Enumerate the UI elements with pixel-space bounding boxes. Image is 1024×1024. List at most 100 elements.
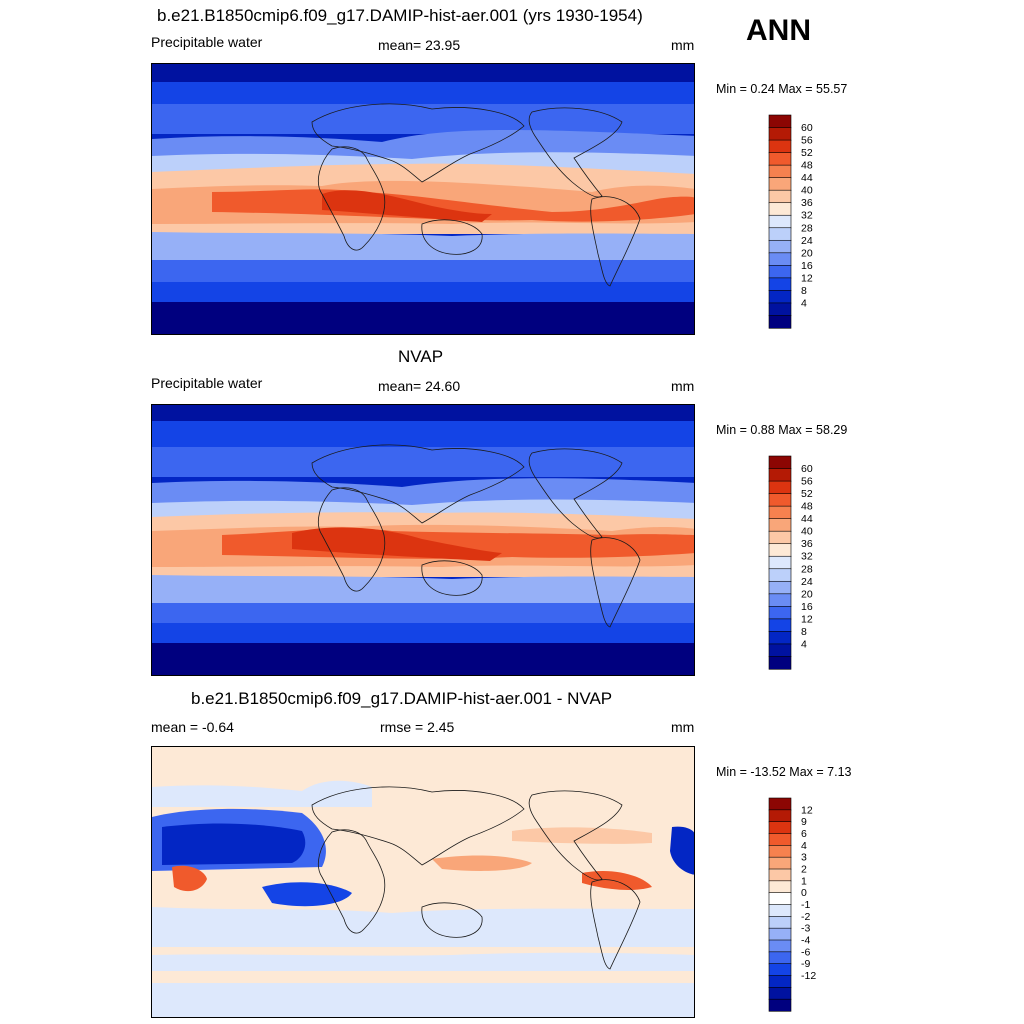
panel-1-colorbar: 60 56 52 48 44 40 36 32 28 24 20 16 12 8 4 (768, 114, 839, 330)
panel-1-colorbar-swatch (768, 315, 792, 329)
panel-2-colorbar-swatch (768, 643, 792, 658)
panel-3-colorbar-label: -3 (801, 923, 810, 935)
panel-2-colorbar-swatch (768, 493, 792, 507)
panel-2-colorbar-label: 4 (801, 638, 807, 650)
panel-1-colorbar-label: 36 (801, 197, 813, 209)
panel-3-colorbar-label: -4 (801, 935, 810, 947)
panel-2-colorbar-swatch (768, 455, 792, 470)
panel-1-colorbar-swatch (768, 127, 792, 141)
panel-3-colorbar-swatch (768, 939, 792, 953)
panel-1-colorbar-label: 52 (801, 147, 813, 159)
panel-1-colorbar-label: 20 (801, 247, 813, 259)
panel-1-colorbar-label: 12 (801, 272, 813, 284)
panel-2-colorbar-label: 52 (801, 488, 813, 500)
panel-3-colorbar-swatch (768, 904, 792, 917)
panel-3-colorbar-label: -2 (801, 911, 810, 923)
panel-3-colorbar-swatch (768, 998, 792, 1012)
panel-1-colorbar-swatch (768, 214, 792, 229)
panel-3-colorbar-swatch (768, 987, 792, 1000)
panel-3-colorbar-label: 9 (801, 816, 807, 828)
panel-1-colorbar-swatch (768, 177, 792, 191)
panel-2-colorbar-label: 60 (801, 463, 813, 475)
panel-2-colorbar-label: 40 (801, 526, 813, 538)
panel-2-colorbar-swatch (768, 580, 792, 595)
panel-3-colorbar-label: 2 (801, 864, 807, 876)
panel-1-colorbar-label: 48 (801, 160, 813, 172)
panel-3-minmax: Min = -13.52 Max = 7.13 (716, 765, 852, 779)
panel-2-mean: mean= 24.60 (378, 378, 461, 394)
panel-2-colorbar-label: 32 (801, 551, 813, 563)
panel-2-colorbar-label: 16 (801, 601, 813, 613)
panel-1-colorbar-swatch (768, 227, 792, 241)
panel-1-colorbar-label: 40 (801, 185, 813, 197)
panel-3-rmse: rmse = 2.45 (380, 719, 455, 735)
panel-1-colorbar-swatch (768, 239, 792, 254)
panel-3-map (151, 746, 695, 1018)
panel-2-colorbar-swatch (768, 593, 792, 607)
panel-3-colorbar-swatch (768, 833, 792, 846)
panel-3-colorbar-swatch (768, 892, 792, 906)
panel-3-colorbar-swatch (768, 845, 792, 858)
panel-1-colorbar-label: 28 (801, 222, 813, 234)
panel-3-colorbar-label: 1 (801, 875, 807, 887)
season-label: ANN (746, 14, 811, 47)
panel-3-colorbar-swatch (768, 951, 792, 965)
panel-1-colorbar-swatch (768, 152, 792, 166)
panel-2-colorbar-swatch (768, 656, 792, 670)
panel-1-colorbar-swatch (768, 189, 792, 204)
panel-1-colorbar-label: 44 (801, 172, 813, 184)
panel-1-colorbar-swatch (768, 290, 792, 304)
panel-3-colorbar-swatch (768, 809, 792, 823)
panel-1-units: mm (671, 37, 695, 53)
panel-3-colorbar-label: 0 (801, 887, 807, 899)
panel-3-colorbar-swatch (768, 856, 792, 870)
panel-2-units: mm (671, 378, 695, 394)
panel-1-colorbar-swatch (768, 114, 792, 129)
panel-1-minmax: Min = 0.24 Max = 55.57 (716, 82, 848, 96)
panel-3-colorbar: 12 9 6 4 3 2 1 0 -1 -2 -3 -4 -6 -9 -12 (768, 797, 839, 1013)
panel-1-map (151, 63, 695, 335)
panel-2-colorbar-label: 12 (801, 613, 813, 625)
panel-3-colorbar-label: -6 (801, 946, 810, 958)
panel-3-colorbar-label: 4 (801, 840, 807, 852)
panel-1-colorbar-label: 56 (801, 135, 813, 147)
panel-2-variable-label: Precipitable water (151, 375, 263, 391)
panel-1-colorbar-swatch (768, 252, 792, 266)
panel-1-colorbar-label: 16 (801, 260, 813, 272)
panel-3-title: b.e21.B1850cmip6.f09_g17.DAMIP-hist-aer.… (191, 689, 613, 708)
panel-2-colorbar-swatch (768, 568, 792, 582)
panel-3-mean: mean = -0.64 (151, 719, 234, 735)
panel-2-map (151, 404, 695, 676)
panel-1-colorbar-label: 32 (801, 210, 813, 222)
panel-3-colorbar-label: 3 (801, 852, 807, 864)
panel-3-colorbar-label: 6 (801, 828, 807, 840)
panel-2-colorbar-swatch (768, 480, 792, 495)
panel-2-colorbar-label: 28 (801, 563, 813, 575)
panel-2-colorbar-swatch (768, 606, 792, 620)
panel-3-colorbar-label: -12 (801, 970, 816, 982)
panel-3-colorbar-swatch (768, 797, 792, 811)
panel-2-colorbar-swatch (768, 505, 792, 520)
panel-3-colorbar-swatch (768, 916, 792, 929)
panel-1-colorbar-swatch (768, 265, 792, 279)
panel-1-colorbar-label: 4 (801, 297, 807, 309)
panel-2-colorbar-label: 8 (801, 626, 807, 638)
panel-3-colorbar-label: 12 (801, 804, 813, 816)
panel-2-colorbar: 60 56 52 48 44 40 36 32 28 24 20 16 12 8 4 (768, 455, 839, 671)
panel-1-title: b.e21.B1850cmip6.f09_g17.DAMIP-hist-aer.… (157, 6, 643, 25)
panel-3-colorbar-label: -1 (801, 899, 810, 911)
panel-2-colorbar-swatch (768, 530, 792, 545)
panel-1-colorbar-swatch (768, 139, 792, 154)
panel-2-colorbar-swatch (768, 631, 792, 645)
panel-2-colorbar-label: 36 (801, 538, 813, 550)
panel-3-colorbar-swatch (768, 868, 792, 882)
panel-2-colorbar-swatch (768, 518, 792, 532)
panel-3-colorbar-swatch (768, 963, 792, 977)
panel-3-colorbar-swatch (768, 975, 792, 988)
panel-1-colorbar-label: 24 (801, 235, 813, 247)
panel-2-colorbar-label: 24 (801, 576, 813, 588)
panel-3-colorbar-label: -9 (801, 958, 810, 970)
panel-3-units: mm (671, 719, 695, 735)
panel-2-minmax: Min = 0.88 Max = 58.29 (716, 423, 848, 437)
panel-1-colorbar-swatch (768, 302, 792, 317)
